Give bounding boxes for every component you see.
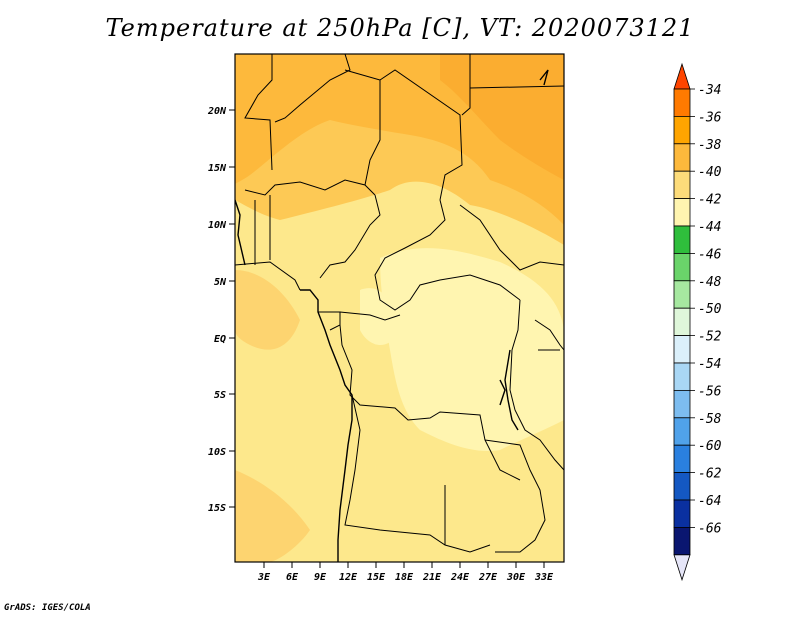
colorbar-swatch <box>673 362 691 391</box>
colorbar-swatch <box>673 335 691 364</box>
lon-label: 33E <box>534 572 554 583</box>
lon-label: 21E <box>422 572 442 583</box>
lon-label: 6E <box>286 572 299 583</box>
lon-label: 12E <box>339 572 358 583</box>
colorbar-swatch <box>673 389 691 419</box>
colorbar-label: -36 <box>698 110 722 125</box>
colorbar-bottom-arrow <box>673 554 691 582</box>
colorbar-label: -50 <box>698 302 722 317</box>
colorbar-swatch <box>673 499 691 528</box>
lon-label: 3E <box>257 572 271 583</box>
colorbar-label: -52 <box>698 330 722 345</box>
lat-label: 5S <box>214 390 226 401</box>
colorbar-swatch <box>673 280 691 309</box>
colorbar-label: -38 <box>698 138 722 153</box>
grads-credit: GrADS: IGES/COLA <box>4 603 91 613</box>
colorbar-label: -66 <box>698 521 722 536</box>
temperature-field <box>235 54 564 562</box>
colorbar-swatch <box>673 444 691 474</box>
colorbar-swatch <box>673 417 691 446</box>
colorbar-label: -48 <box>698 275 722 290</box>
lat-axis: 20N 15N 10N 5N EQ 5S 10S 15S <box>207 106 235 514</box>
country-borders <box>235 54 564 553</box>
colorbar-swatch <box>673 225 691 254</box>
colorbar-swatch <box>673 198 691 227</box>
colorbar-swatch <box>673 307 691 337</box>
colorbar-label: -64 <box>698 494 721 509</box>
colorbar: -34 -36 -38 -40 -42 -44 -46 -48 -50 -52 -54 -56 -58 -… <box>673 62 722 582</box>
lon-label: 15E <box>367 572 386 583</box>
colorbar-swatch <box>673 88 691 117</box>
map-title: Temperature at 250hPa [C], VT: 202007312… <box>105 14 695 42</box>
colorbar-swatch <box>673 252 691 282</box>
colorbar-label: -42 <box>698 193 722 208</box>
lat-label: 15S <box>208 503 226 514</box>
lat-label: 15N <box>208 163 227 174</box>
field-band-light-2 <box>360 288 398 345</box>
lon-label: 24E <box>450 572 470 583</box>
lat-label: 5N <box>214 277 227 288</box>
lon-label: 27E <box>478 572 498 583</box>
lat-label: 20N <box>207 106 227 117</box>
lon-label: 18E <box>395 572 414 583</box>
colorbar-label: -44 <box>698 220 721 235</box>
map-frame <box>234 53 565 563</box>
lat-label: EQ <box>214 334 226 345</box>
colorbar-label: -46 <box>698 247 722 262</box>
colorbar-top-arrow <box>673 62 691 90</box>
field-band-mid-west <box>235 270 300 350</box>
colorbar-label: -34 <box>698 83 721 98</box>
field-band-warmest <box>440 54 564 180</box>
colorbar-swatch <box>673 116 691 145</box>
colorbar-label: -54 <box>698 357 721 372</box>
coastlines <box>235 69 549 562</box>
lat-label: 10S <box>208 447 226 458</box>
colorbar-label: -56 <box>698 384 722 399</box>
colorbar-swatch <box>673 472 691 501</box>
colorbar-swatch <box>673 527 691 556</box>
colorbar-swatch <box>673 170 691 199</box>
colorbar-swatch <box>673 143 691 172</box>
lon-label: 9E <box>314 572 327 583</box>
lon-label: 30E <box>506 572 526 583</box>
lat-label: 10N <box>208 220 227 231</box>
colorbar-label: -60 <box>698 439 722 454</box>
colorbar-label: -62 <box>698 467 722 482</box>
colorbar-label: -58 <box>698 412 722 427</box>
colorbar-label: -40 <box>698 165 722 180</box>
field-band-mid-south <box>235 470 310 562</box>
lon-axis: 3E 6E 9E 12E 15E 18E 21E 24E 27E 30E 33E <box>257 562 554 583</box>
